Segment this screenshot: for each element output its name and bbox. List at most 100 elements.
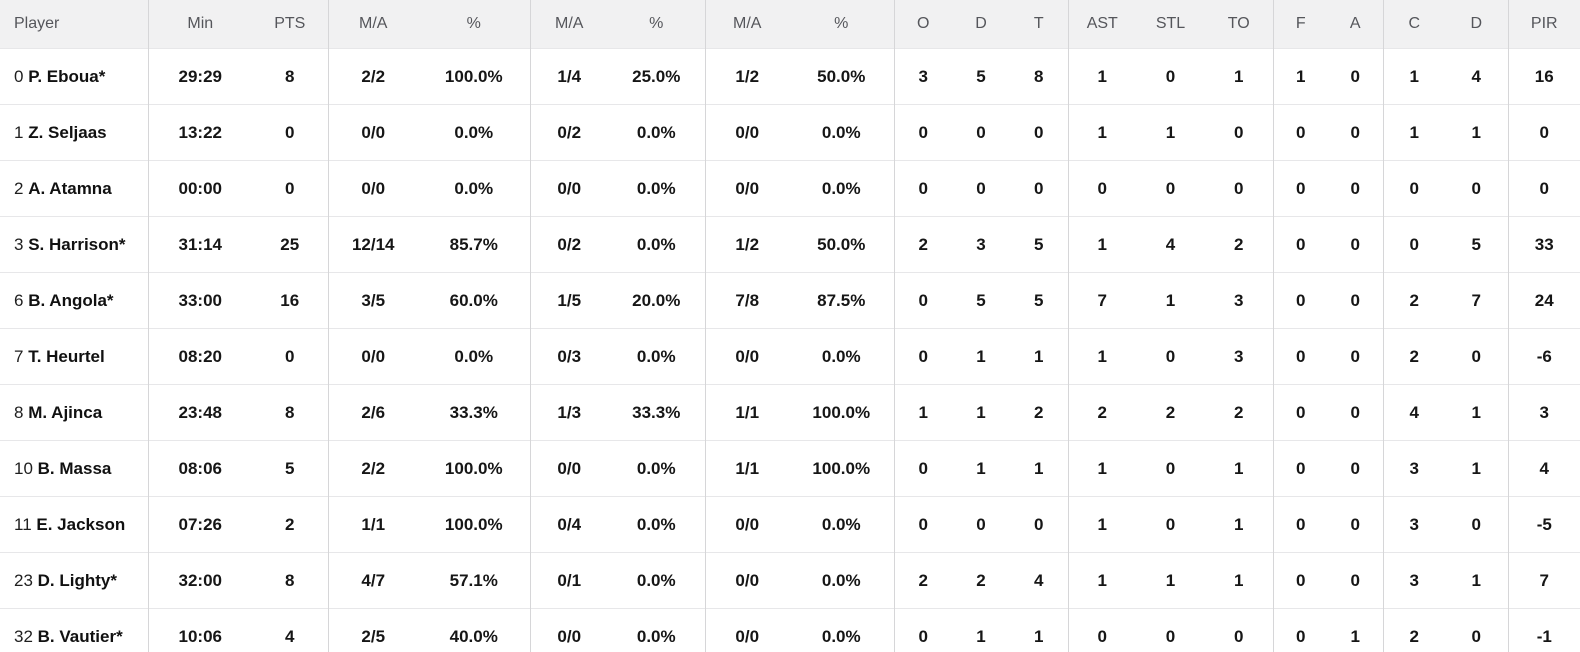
stat-cell-pts: 4 (252, 608, 328, 652)
stat-cell-fouls_a: 1 (1328, 608, 1383, 652)
column-header-blk_d: D (1445, 0, 1508, 49)
stat-cell-to: 0 (1205, 608, 1273, 652)
stat-cell-reb_d: 0 (952, 496, 1010, 553)
player-name: B. Angola (28, 290, 107, 310)
player-number: 23 (14, 570, 33, 590)
stat-cell-pts: 0 (252, 328, 328, 385)
stat-cell-pir: 33 (1507, 216, 1580, 273)
stat-cell-pir: -6 (1507, 328, 1580, 385)
stat-cell-to: 1 (1205, 496, 1273, 553)
stat-cell-to: 1 (1205, 552, 1273, 609)
stat-cell-reb_t: 2 (1010, 384, 1068, 441)
column-header-pir: PIR (1507, 0, 1580, 49)
stat-cell-fg3_pct: 0.0% (608, 496, 705, 553)
stat-cell-fg2_ma: 2/2 (327, 48, 418, 105)
player-name: A. Atamna (28, 178, 112, 198)
stat-cell-ft_ma: 0/0 (704, 160, 789, 217)
stat-cell-fg2_pct: 100.0% (418, 48, 530, 105)
stat-cell-ft_pct: 0.0% (789, 496, 894, 553)
stat-cell-pir: -1 (1507, 608, 1580, 652)
stat-cell-reb_d: 5 (952, 272, 1010, 329)
stat-cell-fouls_f: 0 (1272, 328, 1328, 385)
stat-cell-ast: 1 (1067, 496, 1136, 553)
stat-cell-fg2_ma: 4/7 (327, 552, 418, 609)
stat-cell-reb_d: 1 (952, 608, 1010, 652)
stat-cell-ft_ma: 1/2 (704, 216, 789, 273)
player-name: S. Harrison (28, 234, 119, 254)
stat-cell-stl: 0 (1136, 496, 1205, 553)
stat-cell-reb_t: 8 (1010, 48, 1068, 105)
stat-cell-fg2_pct: 100.0% (418, 440, 530, 497)
stat-cell-ast: 1 (1067, 328, 1136, 385)
stat-cell-min: 00:00 (147, 160, 252, 217)
stat-cell-reb_d: 5 (952, 48, 1010, 105)
stat-cell-ft_pct: 87.5% (789, 272, 894, 329)
stat-cell-fg2_pct: 0.0% (418, 160, 530, 217)
stat-cell-reb_t: 0 (1010, 160, 1068, 217)
stat-cell-pts: 8 (252, 48, 328, 105)
stat-cell-fg3_pct: 0.0% (608, 328, 705, 385)
column-header-reb_d: D (952, 0, 1010, 49)
stat-cell-reb_t: 1 (1010, 328, 1068, 385)
stat-cell-reb_o: 0 (893, 160, 952, 217)
column-header-to: TO (1205, 0, 1273, 49)
stat-cell-ft_pct: 50.0% (789, 216, 894, 273)
stat-cell-reb_d: 3 (952, 216, 1010, 273)
stat-cell-ft_ma: 1/1 (704, 440, 789, 497)
stat-cell-stl: 1 (1136, 104, 1205, 161)
stat-cell-to: 2 (1205, 384, 1273, 441)
player-cell: 32 B. Vautier* (0, 608, 148, 652)
stat-cell-ast: 1 (1067, 48, 1136, 105)
player-name: M. Ajinca (28, 402, 103, 422)
stat-cell-fg3_ma: 0/2 (529, 216, 608, 273)
player-name: B. Vautier (37, 626, 117, 646)
stat-cell-fouls_a: 0 (1328, 216, 1383, 273)
stat-cell-ft_ma: 1/1 (704, 384, 789, 441)
player-cell: 23 D. Lighty* (0, 552, 148, 609)
stat-cell-pts: 2 (252, 496, 328, 553)
column-header-ft_pct: % (789, 0, 894, 49)
stat-cell-fg3_ma: 0/0 (529, 440, 608, 497)
stat-cell-blk_c: 1 (1382, 48, 1445, 105)
stat-cell-min: 33:00 (147, 272, 252, 329)
column-header-player: Player (0, 0, 148, 49)
stat-cell-ft_ma: 0/0 (704, 552, 789, 609)
stat-cell-fouls_f: 0 (1272, 384, 1328, 441)
stat-cell-to: 0 (1205, 104, 1273, 161)
stat-cell-fg2_pct: 57.1% (418, 552, 530, 609)
column-header-reb_o: O (893, 0, 952, 49)
stat-cell-blk_d: 4 (1445, 48, 1508, 105)
stat-cell-stl: 1 (1136, 272, 1205, 329)
player-number: 1 (14, 122, 24, 142)
stat-cell-to: 1 (1205, 440, 1273, 497)
stat-cell-ft_pct: 0.0% (789, 104, 894, 161)
stat-cell-ft_ma: 0/0 (704, 496, 789, 553)
player-name: D. Lighty (37, 570, 111, 590)
stat-cell-ast: 7 (1067, 272, 1136, 329)
stat-cell-ast: 1 (1067, 216, 1136, 273)
column-header-fg3_pct: % (608, 0, 705, 49)
stat-cell-fg3_ma: 0/0 (529, 608, 608, 652)
stat-cell-fg2_ma: 12/14 (327, 216, 418, 273)
stat-cell-stl: 2 (1136, 384, 1205, 441)
stat-cell-fg3_ma: 1/4 (529, 48, 608, 105)
stat-cell-min: 31:14 (147, 216, 252, 273)
stat-cell-ft_pct: 0.0% (789, 160, 894, 217)
player-name: Z. Seljaas (28, 122, 107, 142)
stat-cell-min: 23:48 (147, 384, 252, 441)
stat-cell-reb_d: 1 (952, 384, 1010, 441)
stat-cell-ast: 1 (1067, 104, 1136, 161)
stat-cell-fg3_pct: 25.0% (608, 48, 705, 105)
stat-cell-fg2_ma: 2/2 (327, 440, 418, 497)
stat-cell-pir: 16 (1507, 48, 1580, 105)
stat-cell-min: 07:26 (147, 496, 252, 553)
stat-cell-min: 10:06 (147, 608, 252, 652)
stat-cell-fg2_ma: 0/0 (327, 104, 418, 161)
stat-cell-blk_d: 5 (1445, 216, 1508, 273)
player-number: 10 (14, 458, 33, 478)
stat-cell-ast: 1 (1067, 440, 1136, 497)
stat-cell-to: 3 (1205, 328, 1273, 385)
stat-cell-fouls_a: 0 (1328, 272, 1383, 329)
